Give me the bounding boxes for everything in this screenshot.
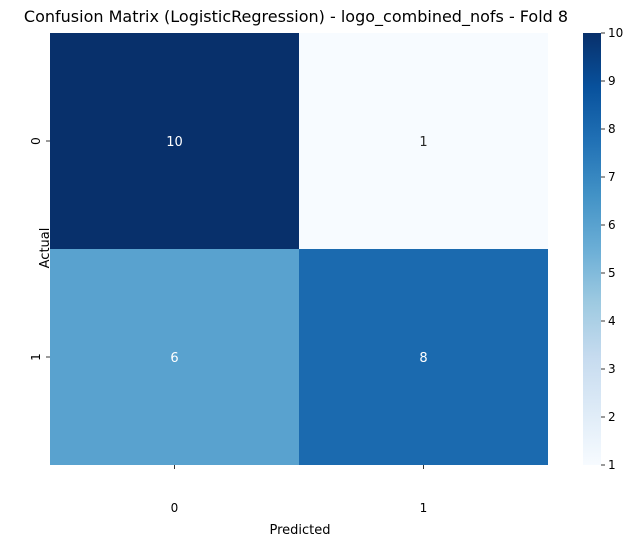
chart-title: Confusion Matrix (LogisticRegression) - … xyxy=(24,7,568,27)
x-tick-label: 1 xyxy=(420,501,428,515)
colorbar-tick-label: 4 xyxy=(608,314,616,328)
colorbar-tick-label: 8 xyxy=(608,122,616,136)
colorbar-tick-label: 5 xyxy=(608,266,616,280)
colorbar-tick-label: 9 xyxy=(608,74,616,88)
colorbar xyxy=(583,33,601,465)
colorbar-tick-label: 2 xyxy=(608,410,616,424)
heatmap-cell-r1-c0 xyxy=(50,249,299,465)
colorbar-tick-label: 7 xyxy=(608,170,616,184)
colorbar-tick-label: 6 xyxy=(608,218,616,232)
colorbar-tick-label: 10 xyxy=(608,26,623,40)
x-tick-label: 0 xyxy=(171,501,179,515)
heatmap-cells: 10 1 6 8 xyxy=(50,33,548,465)
heatmap-cell-value-r0-c0: 10 xyxy=(166,135,183,150)
x-axis-label: Predicted xyxy=(269,523,330,538)
y-tick-label: 1 xyxy=(29,353,43,361)
heatmap-cell-r0-c1 xyxy=(299,33,548,249)
heatmap-cell-value-r0-c1: 1 xyxy=(419,135,427,150)
heatmap-cell-value-r1-c0: 6 xyxy=(170,351,178,366)
heatmap-cell-r1-c1 xyxy=(299,249,548,465)
colorbar-ticks: 1 2 3 4 5 6 7 8 9 10 xyxy=(601,26,623,472)
colorbar-tick-label: 1 xyxy=(608,458,616,472)
y-axis-label: Actual xyxy=(38,228,53,269)
y-tick-label: 0 xyxy=(29,137,43,145)
heatmap-cell-r0-c0 xyxy=(50,33,299,249)
y-axis-ticks: 01 xyxy=(29,137,50,361)
colorbar-tick-label: 3 xyxy=(608,362,616,376)
heatmap-cell-value-r1-c1: 8 xyxy=(419,351,427,366)
